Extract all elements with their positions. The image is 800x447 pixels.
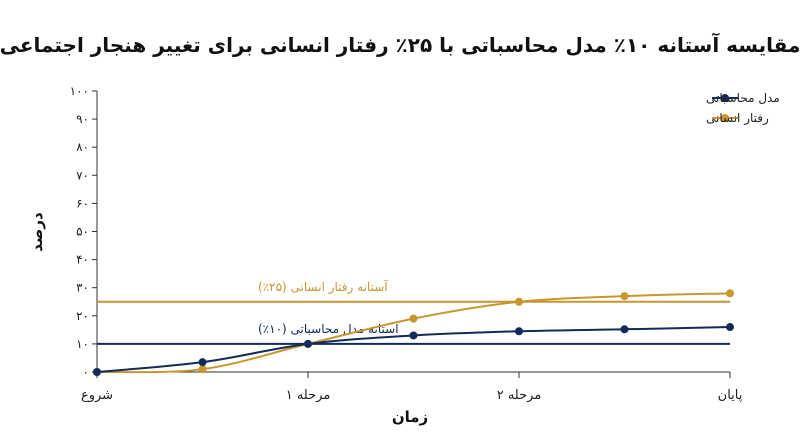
y-tick-label: ۸۰: [76, 140, 89, 154]
data-point: [515, 327, 523, 336]
legend-label: رفتار انسانی: [706, 111, 769, 126]
threshold-label: آستانه رفتار انسانی (۲۵٪): [258, 279, 388, 295]
data-point: [198, 365, 207, 374]
chart-title: مقایسه آستانه ۱۰٪ مدل محاسباتی با ۲۵٪ رف…: [0, 32, 800, 57]
data-point: [304, 339, 312, 348]
x-tick-label: شروع: [81, 388, 113, 403]
y-tick-label: ۰: [83, 365, 89, 379]
y-tick-label: ۷۰: [76, 168, 89, 182]
threshold-label: آستانه مدل محاسباتی (۱۰٪): [258, 321, 399, 336]
data-point: [620, 325, 629, 334]
data-point: [515, 297, 523, 306]
x-tick-label: مرحله ۱: [286, 388, 331, 403]
legend-swatch-marker: [721, 94, 729, 102]
y-tick-label: ۱۰۰: [70, 84, 89, 98]
legend-swatch-marker: [721, 114, 729, 122]
x-axis-label: زمان: [392, 408, 428, 426]
data-point: [409, 331, 418, 340]
y-tick-label: ۹۰: [76, 112, 89, 126]
y-tick-label: ۳۰: [76, 281, 89, 295]
data-point: [620, 292, 629, 301]
legend-label: مدل محاسباتی: [706, 91, 780, 105]
plot-area: ۰ ۱۰ ۲۰ ۳۰ ۴۰ ۵۰ ۶۰ ۷۰ ۸۰ ۹۰ ۱۰۰ شروع مرحله ۱ مرحله ۲…: [70, 84, 780, 403]
y-tick-label: ۵۰: [76, 225, 89, 239]
x-tick-label: پایان: [718, 388, 743, 403]
x-tick-label: مرحله ۲: [497, 388, 542, 403]
y-tick-label: ۲۰: [76, 309, 89, 323]
data-point: [726, 289, 734, 298]
y-tick-label: ۴۰: [76, 253, 89, 267]
data-point: [198, 358, 207, 367]
y-tick-label: ۱۰: [76, 337, 89, 351]
data-point: [726, 323, 734, 332]
y-axis-label: درصد: [28, 212, 46, 252]
data-point: [93, 368, 101, 376]
data-point: [409, 314, 418, 323]
y-tick-label: ۶۰: [76, 196, 89, 210]
